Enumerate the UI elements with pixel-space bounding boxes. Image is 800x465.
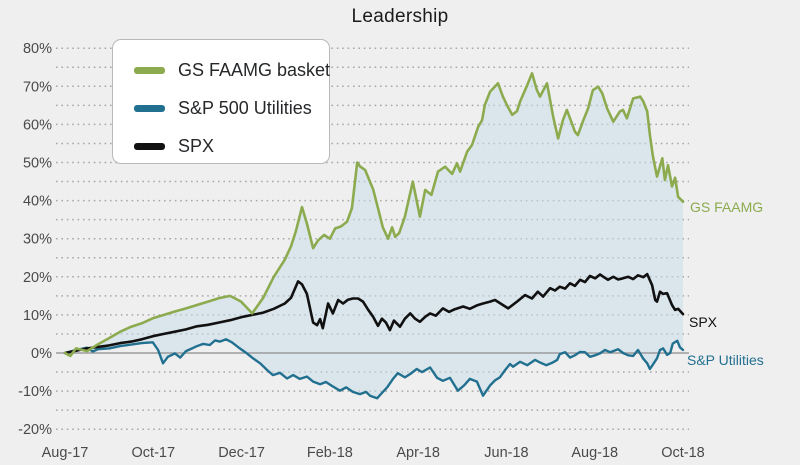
- y-tick-label: 10%: [23, 308, 52, 324]
- legend-item-gs-faamg-basket: GS FAAMG basket: [134, 51, 331, 89]
- x-tick-label: Aug-17: [42, 445, 89, 461]
- gs-faamg-swatch-icon: [134, 66, 165, 74]
- y-tick-label: -10%: [18, 384, 52, 400]
- series-end-label-gs-faamg: GS FAAMG: [690, 199, 764, 215]
- legend-item-spx: SPX: [134, 127, 329, 165]
- legend-label: S&P 500 Utilities: [178, 97, 312, 118]
- legend-label: GS FAAMG basket: [178, 59, 331, 80]
- series-end-label-sp-utilities: S&P Utilities: [687, 352, 764, 368]
- y-tick-label: 0%: [31, 346, 52, 362]
- spx-swatch-icon: [134, 142, 165, 150]
- y-tick-label: 20%: [23, 270, 52, 286]
- y-tick-label: 30%: [23, 232, 52, 248]
- x-tick-label: Apr-18: [396, 445, 440, 461]
- series-line-spx: [63, 272, 685, 355]
- y-tick-label: 70%: [23, 79, 52, 95]
- x-tick-label: Oct-17: [132, 445, 176, 461]
- series-line-sp500-utilities: [63, 338, 685, 400]
- series-end-label-spx: SPX: [689, 314, 718, 330]
- y-tick-label: 50%: [23, 156, 52, 172]
- x-tick-label: Oct-18: [661, 445, 705, 461]
- series-line-gs-faamg-basket: [63, 72, 685, 358]
- x-tick-label: Aug-18: [571, 445, 618, 461]
- legend: GS FAAMG basket S&P 500 Utilities SPX: [112, 39, 330, 164]
- y-tick-label: -20%: [18, 422, 52, 438]
- x-tick-label: Jun-18: [484, 445, 528, 461]
- legend-label: SPX: [178, 135, 215, 156]
- y-tick-label: 40%: [23, 194, 52, 210]
- y-tick-label: 60%: [23, 117, 52, 133]
- legend-item-sp500-utilities: S&P 500 Utilities: [134, 89, 329, 127]
- y-tick-label: 80%: [23, 41, 52, 57]
- x-tick-label: Feb-18: [307, 445, 353, 461]
- band-fill: [65, 73, 683, 399]
- sp500-utilities-swatch-icon: [134, 104, 165, 112]
- chart-title: Leadership: [351, 6, 449, 27]
- x-tick-label: Dec-17: [218, 445, 265, 461]
